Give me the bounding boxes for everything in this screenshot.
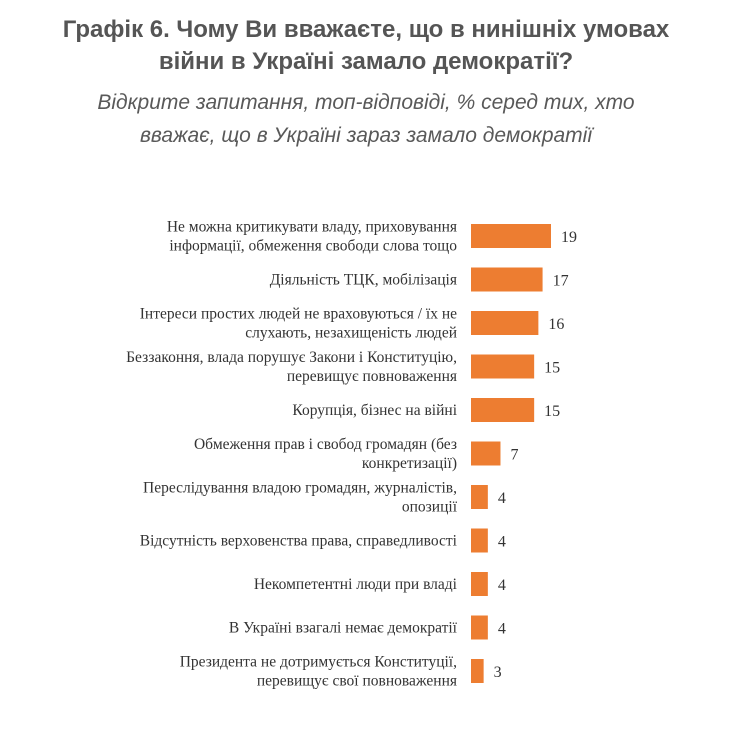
bar — [471, 441, 501, 466]
data-label: 15 — [544, 403, 560, 420]
bar — [471, 615, 488, 640]
data-label: 16 — [548, 316, 564, 333]
category-label: перевищує повноваження — [287, 368, 457, 385]
bar-row: 4 Некомпетентні люди при владі — [254, 572, 506, 596]
data-label: 7 — [510, 447, 518, 464]
chart-subtitle-line-1: Відкрите запитання, топ-відповіді, % сер… — [97, 91, 635, 114]
bar — [471, 572, 488, 596]
bar-row: 7 Обмеження прав і свобод громадян (без ко… — [194, 436, 519, 472]
category-label: Діяльність ТЦК, мобілізація — [270, 272, 457, 289]
bar — [471, 311, 539, 335]
chart-title-line-2: війни в Україні замало демократії? — [158, 48, 574, 75]
category-label: конкретизації) — [362, 455, 457, 472]
data-label: 15 — [544, 360, 560, 377]
chart-title: Графік 6. Чому Ви вважаєте, що в нинішні… — [0, 14, 732, 78]
data-label: 4 — [498, 490, 506, 507]
data-label: 4 — [498, 577, 506, 594]
bar-row: 19 Не можна критикувати владу, приховуван… — [167, 219, 577, 255]
data-label: 4 — [498, 621, 506, 638]
category-label: Беззаконня, влада порушує Закони і Конст… — [126, 349, 457, 366]
category-label: слухають, незахищеність людей — [245, 325, 457, 342]
category-label: Некомпетентні люди при владі — [254, 576, 458, 593]
bar-row: 4 В Україні взагалі немає демократії — [229, 615, 506, 640]
bar-row: 15 Корупція, бізнес на війні — [292, 398, 560, 422]
bar — [471, 485, 488, 509]
category-label: інформації, обмеження свободи слова тощо — [169, 238, 457, 255]
bar-row: 17 Діяльність ТЦК, мобілізація — [270, 267, 569, 292]
category-label: Обмеження прав і свобод громадян (без — [194, 436, 457, 453]
bar-row: 15 Беззаконня, влада порушує Закони і Кон… — [126, 349, 560, 385]
category-label: перевищує свої повноваження — [257, 673, 457, 690]
bar — [471, 528, 488, 553]
category-label: опозиції — [402, 499, 458, 516]
bar-row: 4 Переслідування владою громадян, журналі… — [143, 480, 506, 516]
category-label: Не можна критикувати владу, приховування — [167, 219, 457, 236]
chart-title-line-1: Графік 6. Чому Ви вважаєте, що в нинішні… — [62, 16, 670, 43]
bar — [471, 224, 551, 248]
bar-row: 3 Президента не дотримується Конституції,… — [180, 654, 502, 690]
data-label: 19 — [561, 229, 577, 246]
chart-subtitle: Відкрите запитання, топ-відповіді, % сер… — [0, 86, 732, 152]
data-label: 4 — [498, 534, 506, 551]
bar — [471, 659, 484, 683]
data-label: 3 — [494, 664, 502, 681]
category-label: Корупція, бізнес на війні — [292, 402, 457, 419]
bar — [471, 398, 535, 422]
category-label: Переслідування владою громадян, журналіс… — [143, 480, 457, 497]
category-label: Інтереси простих людей не враховуються /… — [140, 306, 457, 323]
bar — [471, 354, 535, 379]
category-label: Президента не дотримується Конституції, — [180, 654, 457, 671]
bar — [471, 267, 543, 292]
category-label: В Україні взагалі немає демократії — [229, 620, 458, 637]
bar-row: 4 Відсутність верховенства права, справед… — [140, 528, 506, 553]
data-label: 17 — [553, 273, 569, 290]
category-label: Відсутність верховенства права, справедл… — [140, 533, 458, 550]
bar-row: 16 Інтереси простих людей не враховуються… — [140, 306, 565, 342]
chart-subtitle-line-2: вважає, що в Україні зараз замало демокр… — [139, 124, 593, 147]
